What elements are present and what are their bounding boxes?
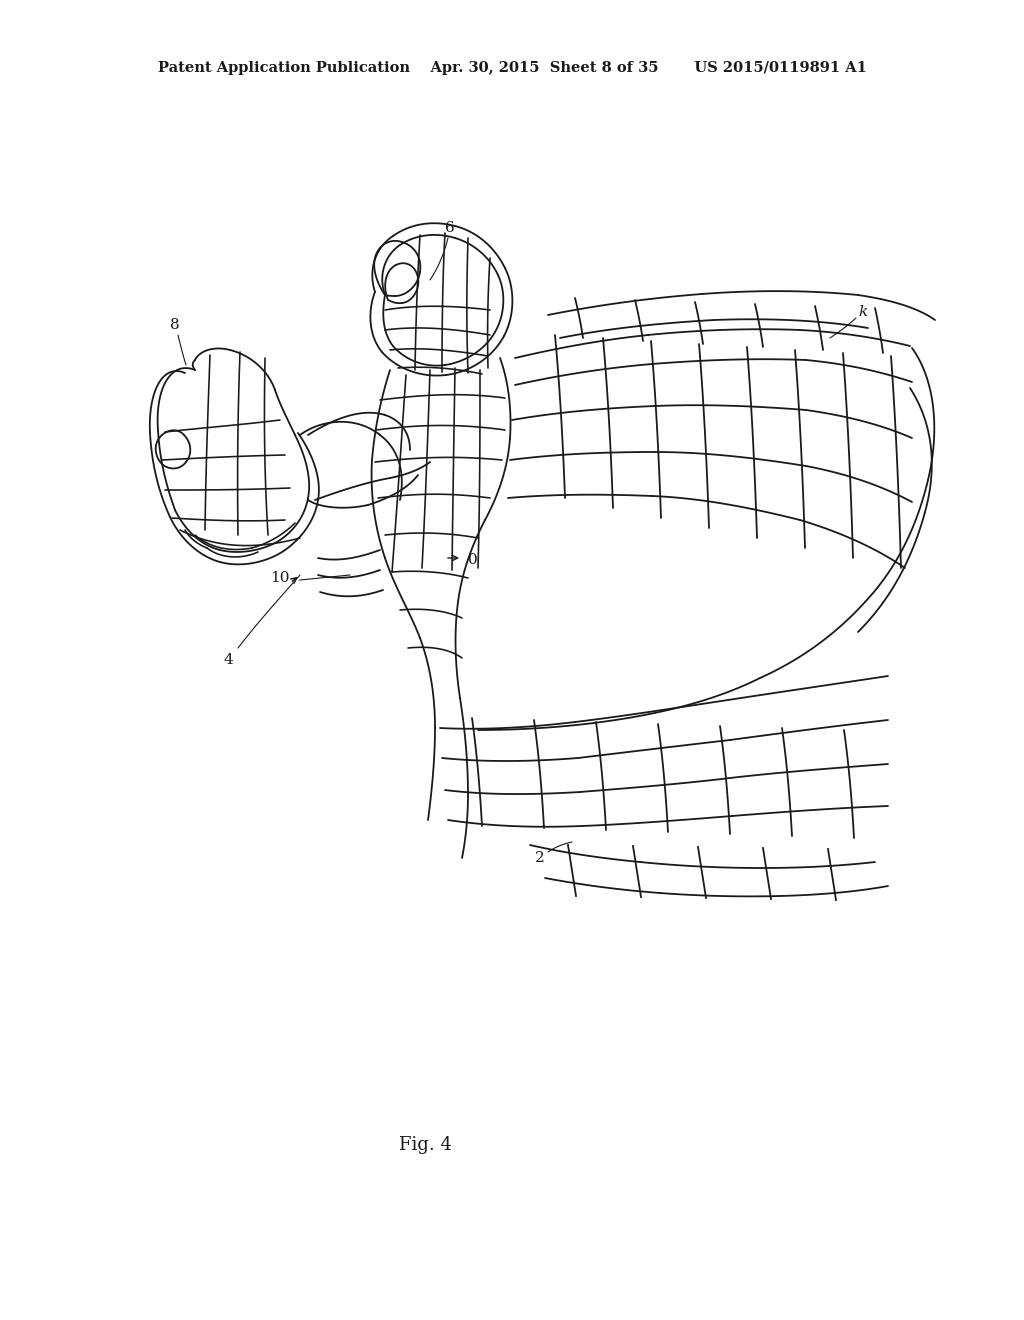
Text: 0: 0: [468, 553, 478, 568]
Text: 6: 6: [445, 220, 455, 235]
Text: 8: 8: [170, 318, 180, 333]
Text: 2: 2: [536, 851, 545, 865]
Text: 10: 10: [270, 572, 290, 585]
Text: Fig. 4: Fig. 4: [398, 1137, 452, 1154]
Text: Patent Application Publication    Apr. 30, 2015  Sheet 8 of 35       US 2015/011: Patent Application Publication Apr. 30, …: [158, 61, 866, 75]
Text: 4: 4: [223, 653, 232, 667]
Text: k: k: [858, 305, 867, 319]
